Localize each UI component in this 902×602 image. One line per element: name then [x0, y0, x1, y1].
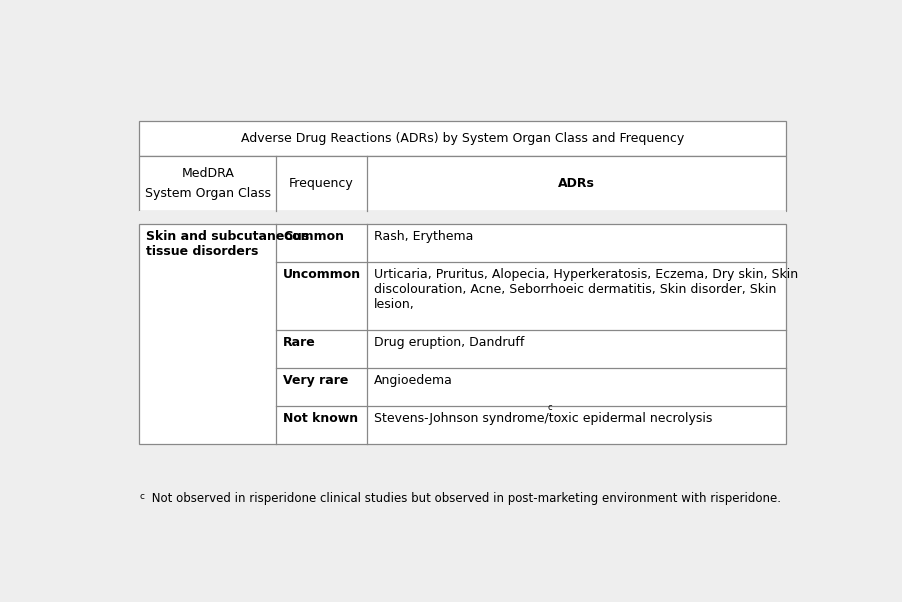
Text: Frequency: Frequency [289, 177, 354, 190]
Text: Skin and subcutaneous
tissue disorders: Skin and subcutaneous tissue disorders [146, 231, 309, 258]
Text: Urticaria, Pruritus, Alopecia, Hyperkeratosis, Eczema, Dry skin, Skin
discoloura: Urticaria, Pruritus, Alopecia, Hyperkera… [373, 268, 797, 311]
Text: Very rare: Very rare [282, 373, 348, 386]
Text: Rare: Rare [282, 335, 316, 349]
Bar [139, 211, 786, 225]
Text: System Organ Class: System Organ Class [144, 187, 271, 200]
Text: ADRs: ADRs [557, 177, 594, 190]
Text: c: c [547, 403, 551, 412]
Bar [139, 121, 786, 156]
Text: Not observed in risperidone clinical studies but observed in post-marketing envi: Not observed in risperidone clinical stu… [148, 492, 780, 504]
Text: Stevens-Johnson syndrome/toxic epidermal necrolysis: Stevens-Johnson syndrome/toxic epidermal… [373, 412, 712, 424]
Text: Common: Common [282, 231, 344, 243]
Text: c: c [139, 492, 144, 501]
Text: Rash, Erythema: Rash, Erythema [373, 231, 473, 243]
Text: Angioedema: Angioedema [373, 373, 452, 386]
Text: Adverse Drug Reactions (ADRs) by System Organ Class and Frequency: Adverse Drug Reactions (ADRs) by System … [241, 132, 684, 145]
Text: MedDRA: MedDRA [181, 167, 234, 180]
Text: Not known: Not known [282, 412, 358, 424]
Text: Drug eruption, Dandruff: Drug eruption, Dandruff [373, 335, 524, 349]
Text: Uncommon: Uncommon [282, 268, 361, 281]
